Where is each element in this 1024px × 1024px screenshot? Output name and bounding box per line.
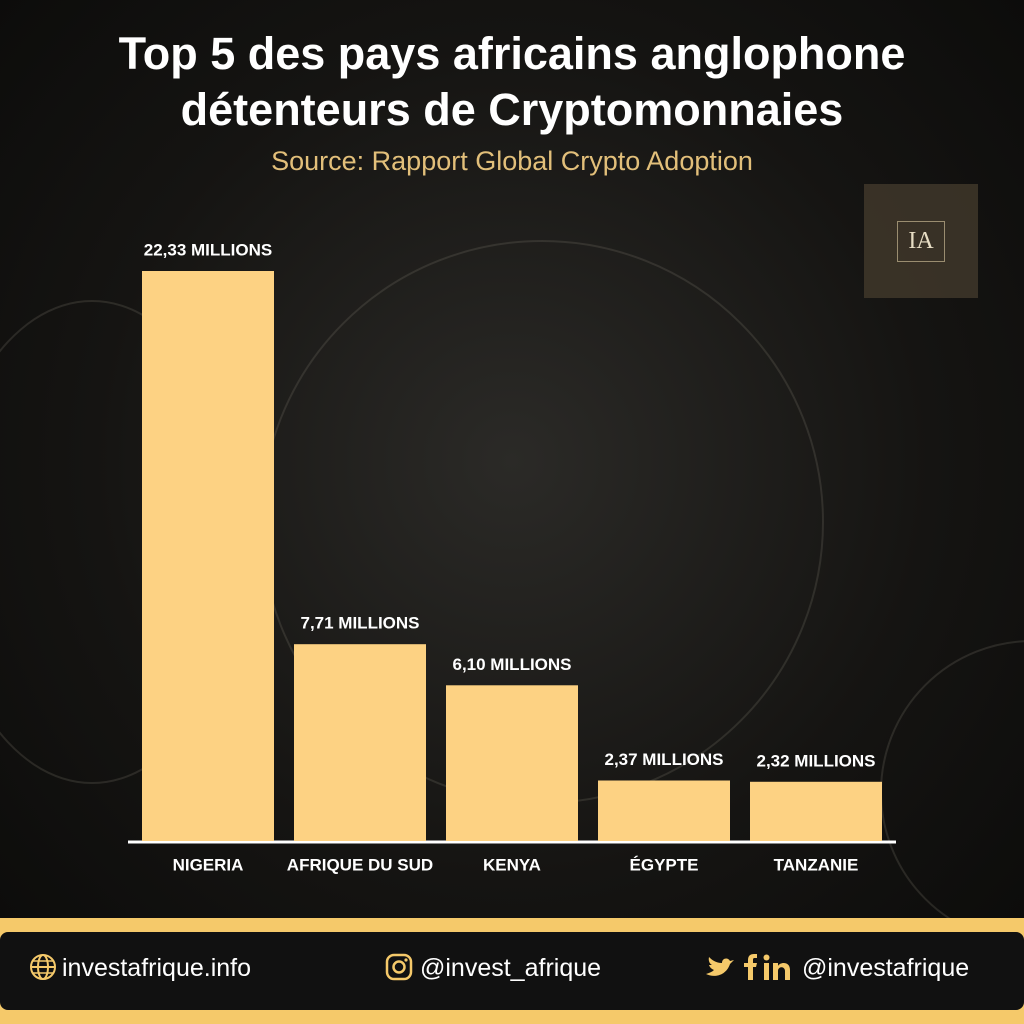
chart-title: Top 5 des pays africains anglophone déte… <box>118 28 906 135</box>
logo: IA <box>864 184 978 298</box>
chart: 22,33 MILLIONS NIGERIA 7,71 MILLIONS AFRIQU… <box>142 240 882 874</box>
footer: investafrique.info @invest_afrique @inve… <box>0 918 1024 1024</box>
x-tick-label: ÉGYPTE <box>630 855 699 874</box>
social-icons[interactable] <box>704 952 798 984</box>
value-label: 2,32 MILLIONS <box>756 751 875 770</box>
bar <box>446 685 578 841</box>
value-label: 6,10 MILLIONS <box>452 655 571 674</box>
value-label: 7,71 MILLIONS <box>300 614 419 633</box>
social-handle[interactable]: @investafrique <box>802 954 970 982</box>
x-tick-label: NIGERIA <box>173 855 244 874</box>
chart-subtitle: Source: Rapport Global Crypto Adoption <box>271 146 753 176</box>
logo-text: IA <box>897 220 945 262</box>
value-label: 22,33 MILLIONS <box>144 240 272 259</box>
instagram-icon[interactable] <box>384 952 414 982</box>
x-tick-label: KENYA <box>483 855 541 874</box>
value-label: 2,37 MILLIONS <box>604 750 723 769</box>
x-tick-label: AFRIQUE DU SUD <box>287 855 433 874</box>
globe-icon <box>30 954 56 980</box>
x-tick-label: TANZANIE <box>774 855 859 874</box>
website[interactable]: investafrique.info <box>62 954 252 982</box>
footer-bar: investafrique.info @invest_afrique @inve… <box>0 932 1024 1010</box>
bar <box>750 781 882 841</box>
bar <box>142 271 274 841</box>
bar <box>294 644 426 841</box>
bar <box>598 780 730 841</box>
instagram-handle[interactable]: @invest_afrique <box>420 954 602 982</box>
